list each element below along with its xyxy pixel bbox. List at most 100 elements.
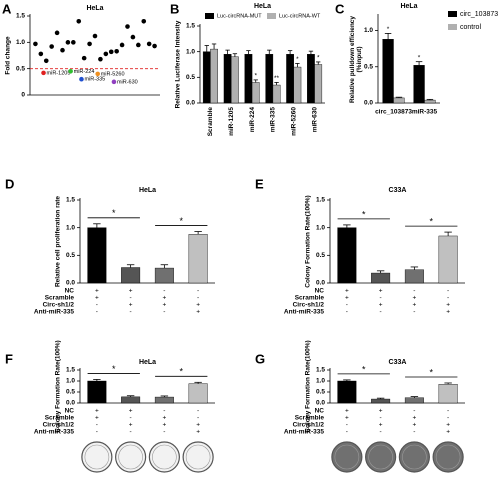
dish-rim bbox=[185, 444, 211, 470]
dish bbox=[81, 441, 113, 473]
condition-value: - bbox=[447, 288, 449, 295]
bar bbox=[286, 54, 294, 104]
y-tick-label: 0.5 bbox=[186, 74, 195, 81]
data-point bbox=[98, 56, 103, 62]
data-point bbox=[60, 47, 65, 53]
y-tick-label: 1.0 bbox=[364, 27, 373, 34]
condition-value: - bbox=[197, 295, 199, 302]
condition-value: - bbox=[447, 415, 449, 422]
condition-value: - bbox=[447, 295, 449, 302]
condition-name: Anti-miR-335 bbox=[34, 309, 74, 316]
bar bbox=[371, 272, 391, 284]
condition-name: Scramble bbox=[45, 415, 75, 422]
condition-value: - bbox=[197, 408, 199, 415]
bar bbox=[307, 54, 315, 104]
bar bbox=[188, 383, 208, 404]
y-tick-label: 0.5 bbox=[316, 389, 325, 396]
y-axis-label: (%input) bbox=[356, 47, 363, 73]
data-point bbox=[114, 48, 119, 54]
y-axis-label: Colony Formation Rate(100%) bbox=[55, 340, 62, 432]
y-tick-label: 1.5 bbox=[316, 197, 325, 204]
condition-value: - bbox=[96, 422, 98, 429]
condition-name: Scramble bbox=[295, 295, 325, 302]
condition-value: + bbox=[162, 422, 166, 429]
condition-name: Anti-miR-335 bbox=[284, 309, 324, 316]
panel-letter: E bbox=[255, 176, 264, 191]
condition-value: - bbox=[197, 288, 199, 295]
condition-value: + bbox=[129, 408, 133, 415]
condition-value: - bbox=[413, 429, 415, 436]
chart-title: HeLa bbox=[139, 359, 156, 366]
significance-mark: * bbox=[362, 364, 366, 374]
condition-value: - bbox=[380, 415, 382, 422]
condition-value: - bbox=[96, 309, 98, 316]
condition-name: NC bbox=[315, 288, 325, 295]
significance-mark: * bbox=[317, 55, 320, 62]
condition-value: - bbox=[130, 309, 132, 316]
condition-value: - bbox=[163, 288, 165, 295]
condition-value: + bbox=[412, 415, 416, 422]
data-point bbox=[33, 41, 38, 47]
x-tick-label: miR-335 bbox=[270, 107, 277, 133]
condition-value: + bbox=[129, 288, 133, 295]
dish bbox=[182, 441, 214, 473]
condition-value: + bbox=[196, 302, 200, 309]
dish bbox=[115, 441, 147, 473]
significance-mark: * bbox=[112, 208, 116, 218]
legend-swatch bbox=[205, 13, 214, 19]
bar bbox=[404, 397, 424, 404]
y-tick-label: 0.0 bbox=[66, 400, 75, 407]
condition-name: NC bbox=[65, 288, 75, 295]
y-tick-label: 0.0 bbox=[316, 280, 325, 287]
panel-letter: G bbox=[255, 351, 265, 366]
condition-name: NC bbox=[65, 408, 75, 415]
bar bbox=[121, 396, 141, 404]
condition-name: Anti-miR-335 bbox=[34, 429, 74, 436]
data-point bbox=[49, 44, 54, 49]
condition-value: - bbox=[96, 429, 98, 436]
condition-name: Circ-sh1/2 bbox=[293, 422, 325, 429]
data-point bbox=[81, 55, 87, 61]
dish bbox=[331, 441, 363, 473]
dish-rim bbox=[368, 444, 393, 470]
condition-value: - bbox=[380, 429, 382, 436]
condition-value: - bbox=[163, 429, 165, 436]
significance-mark: * bbox=[254, 73, 257, 80]
y-tick-label: 0.5 bbox=[66, 252, 75, 259]
data-point bbox=[136, 42, 141, 48]
significance-mark: * bbox=[179, 367, 183, 377]
data-point bbox=[92, 33, 98, 39]
condition-value: - bbox=[346, 309, 348, 316]
condition-value: + bbox=[95, 415, 99, 422]
y-tick-label: 0.0 bbox=[316, 400, 325, 407]
highlight-point bbox=[68, 69, 73, 74]
significance-mark: * bbox=[418, 54, 421, 61]
x-tick-label: circ_103873 bbox=[375, 109, 412, 116]
panel-letter: A bbox=[2, 1, 12, 16]
panel-letter: C bbox=[335, 1, 345, 16]
highlight-label: miR-5260 bbox=[101, 71, 125, 77]
y-tick-label: 0.5 bbox=[66, 389, 75, 396]
bar bbox=[121, 267, 141, 284]
condition-value: + bbox=[196, 422, 200, 429]
condition-value: + bbox=[412, 302, 416, 309]
condition-name: Scramble bbox=[45, 295, 75, 302]
y-axis-label: Relative pulldown efficiency bbox=[349, 16, 356, 103]
condition-value: + bbox=[345, 408, 349, 415]
condition-value: + bbox=[162, 302, 166, 309]
x-tick-label: miR-224 bbox=[249, 107, 256, 133]
condition-name: Scramble bbox=[295, 415, 325, 422]
highlight-point bbox=[95, 71, 101, 77]
condition-value: + bbox=[95, 288, 99, 295]
chart-title: C33A bbox=[389, 187, 407, 194]
condition-value: - bbox=[413, 288, 415, 295]
y-tick-label: 1.0 bbox=[66, 378, 75, 385]
bar bbox=[393, 97, 405, 104]
y-tick-label: 0.0 bbox=[364, 100, 373, 107]
y-tick-label: 0.0 bbox=[186, 100, 195, 107]
chart-title: C33A bbox=[389, 359, 407, 366]
dish-rim bbox=[435, 444, 461, 470]
bar bbox=[251, 82, 260, 104]
data-point bbox=[87, 41, 92, 47]
